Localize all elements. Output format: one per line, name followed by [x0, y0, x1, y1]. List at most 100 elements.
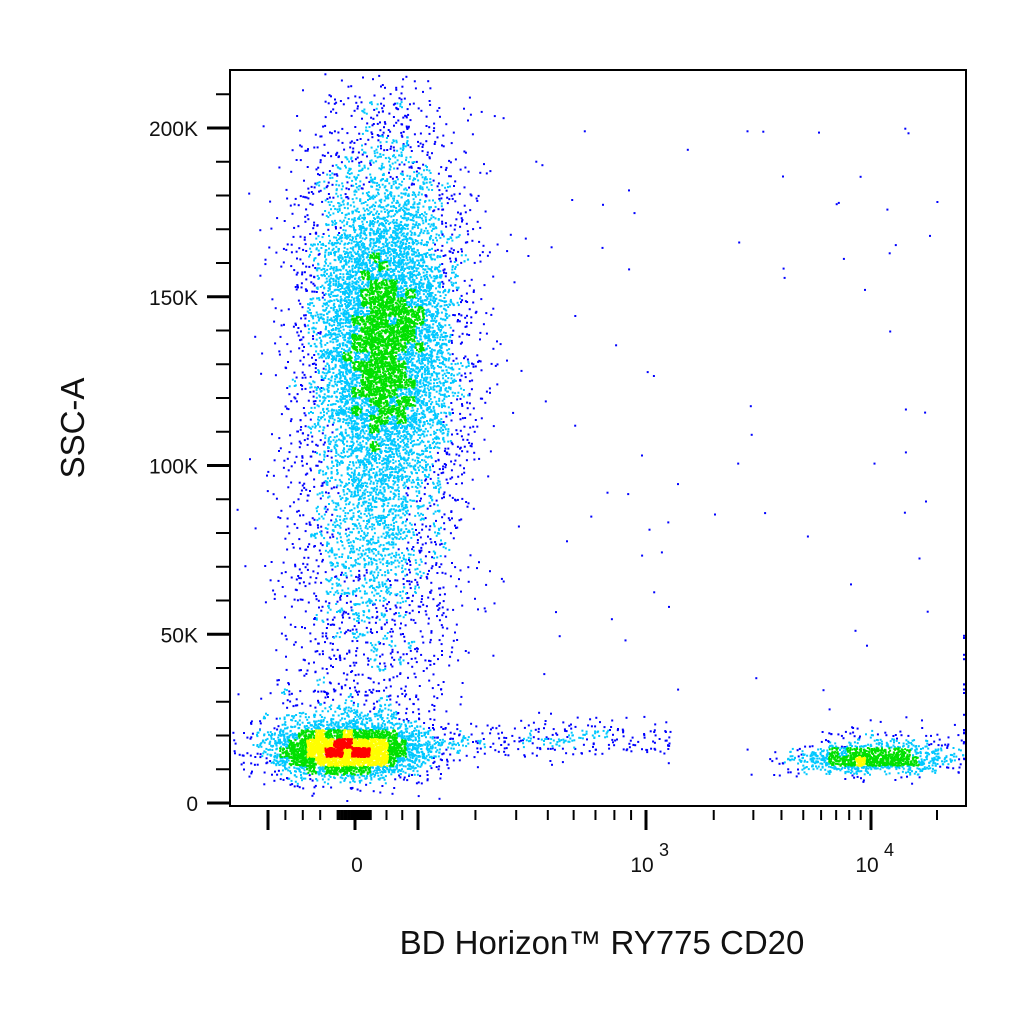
event-point [402, 633, 404, 635]
event-point [367, 659, 370, 662]
event-point [464, 417, 467, 419]
event-point [303, 412, 306, 415]
event-point [431, 463, 434, 466]
event-point [568, 724, 571, 727]
event-point [426, 151, 429, 154]
event-point [393, 613, 396, 616]
event-point [388, 164, 391, 167]
event-point [607, 743, 610, 746]
event-point [319, 714, 322, 717]
event-point [296, 785, 299, 788]
event-point [340, 431, 342, 434]
event-point [444, 275, 447, 278]
event-point [353, 205, 356, 208]
event-point [306, 437, 309, 440]
event-point [376, 567, 379, 569]
event-point [295, 323, 297, 326]
event-point [440, 426, 443, 429]
event-point [411, 194, 414, 196]
event-point [421, 505, 424, 508]
event-point [438, 488, 441, 491]
event-point [329, 174, 332, 177]
event-point [321, 650, 324, 653]
event-point [340, 474, 343, 477]
event-point [330, 95, 332, 98]
event-point [430, 217, 433, 220]
event-point [570, 723, 572, 726]
event-point [444, 405, 447, 408]
event-point [379, 179, 382, 182]
event-point [306, 443, 309, 446]
event-point [465, 501, 468, 503]
event-point [387, 223, 390, 226]
event-point [947, 763, 950, 766]
event-point [316, 287, 319, 290]
event-point [444, 447, 447, 450]
event-point [322, 171, 325, 174]
event-point [494, 749, 497, 752]
event-point [462, 438, 465, 441]
event-point [797, 762, 800, 765]
event-point [405, 406, 408, 409]
event-point [420, 453, 423, 456]
event-point [338, 209, 341, 212]
event-point [411, 479, 414, 482]
event-point [332, 350, 335, 353]
event-point [260, 372, 263, 375]
event-point [337, 131, 340, 134]
event-point [405, 718, 408, 721]
event-point [580, 752, 583, 755]
event-point [307, 218, 310, 221]
event-point [338, 420, 341, 423]
event-point [319, 469, 322, 472]
event-point [280, 309, 283, 312]
event-point [436, 451, 439, 454]
event-point [444, 222, 447, 225]
event-point [414, 587, 417, 590]
event-point [394, 181, 397, 184]
event-point [392, 103, 395, 106]
event-point [357, 562, 360, 565]
event-point [316, 464, 319, 467]
event-point [399, 533, 402, 535]
event-point [422, 517, 425, 520]
event-point [415, 160, 418, 163]
event-point [416, 203, 419, 206]
event-point [329, 299, 332, 302]
event-point [366, 600, 369, 603]
event-point [303, 659, 306, 662]
event-point [459, 703, 462, 706]
event-point [448, 548, 451, 551]
event-point [612, 733, 614, 736]
event-point [389, 191, 392, 194]
event-point [431, 442, 434, 445]
event-point [326, 197, 329, 200]
event-point [349, 600, 352, 603]
event-point [407, 720, 410, 722]
event-point [375, 188, 378, 191]
event-point [802, 764, 805, 767]
event-point [555, 732, 558, 735]
event-point [601, 752, 604, 755]
event-point [338, 636, 341, 639]
event-point [331, 403, 334, 406]
event-point [416, 770, 419, 773]
event-point [413, 672, 416, 675]
event-point [447, 722, 450, 725]
event-point [327, 778, 330, 781]
event-point [357, 557, 360, 560]
event-point [339, 226, 342, 229]
event-point [478, 561, 480, 564]
event-point [436, 136, 439, 139]
event-point [364, 563, 367, 565]
event-point [387, 197, 390, 200]
event-point [844, 767, 846, 769]
event-point [442, 468, 444, 471]
event-point [443, 491, 446, 494]
event-point [422, 670, 425, 672]
event-point [851, 774, 854, 777]
event-point [358, 510, 361, 513]
event-point [440, 205, 443, 208]
event-point [403, 514, 406, 517]
event-point [371, 195, 374, 198]
